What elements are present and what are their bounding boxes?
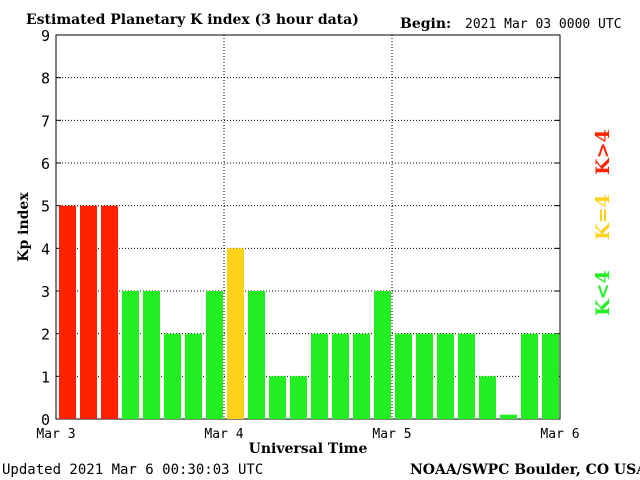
chart-title: Estimated Planetary K index (3 hour data… [26,12,359,28]
kp-bar [416,333,433,419]
x-tick-label: Mar 6 [540,427,579,442]
y-tick-labels: 0 1 2 3 4 5 6 7 8 9 [41,27,50,429]
kp-bar [122,291,139,419]
kp-bar [290,376,307,419]
kp-bar [143,291,160,419]
kp-bar [311,333,328,419]
y-tick-label: 6 [41,155,50,173]
kp-bar [437,333,454,419]
kp-bar [353,333,370,419]
kp-bar [542,333,559,419]
begin-label: Begin: [400,16,451,32]
y-axis-label: Kp index [16,192,32,262]
kp-bar [479,376,496,419]
kp-bar [59,205,76,419]
y-tick-label: 7 [41,112,50,130]
y-tick-label: 5 [41,198,50,216]
x-tick-label: Mar 4 [204,427,243,442]
kp-bar [248,291,265,419]
bars [59,205,559,419]
kp-bar [164,333,181,419]
kp-bar [374,291,391,419]
kp-bar [458,333,475,419]
kp-bar [521,333,538,419]
x-tick-labels: Mar 3 Mar 4 Mar 5 Mar 6 [36,427,579,442]
legend-equal: K=4 [592,194,614,240]
data-source: NOAA/SWPC Boulder, CO USA [410,462,640,478]
y-tick-label: 9 [41,27,50,45]
kp-bar [395,333,412,419]
x-axis-label: Universal Time [249,441,368,457]
begin-value: 2021 Mar 03 0000 UTC [465,17,622,32]
plot-frame [55,34,561,420]
grid [56,34,560,420]
kp-bar [185,333,202,419]
kp-bar [227,248,244,419]
x-tick-label: Mar 5 [372,427,411,442]
y-tick-label: 2 [41,326,50,344]
kp-bar [101,205,118,419]
kp-bar [206,291,223,419]
y-tick-label: 4 [41,240,50,258]
y-tick-label: 8 [41,70,50,88]
kp-bar [332,333,349,419]
legend-low: K<4 [592,270,614,316]
y-tick-label: 0 [41,411,50,429]
y-tick-label: 1 [41,368,50,386]
x-tick-label: Mar 3 [36,427,75,442]
updated-timestamp: Updated 2021 Mar 6 00:30:03 UTC [2,462,263,478]
legend-high: K>4 [592,129,614,175]
kp-bar [80,205,97,419]
kp-bar [269,376,286,419]
y-tick-label: 3 [41,283,50,301]
kp-bar [500,414,517,419]
